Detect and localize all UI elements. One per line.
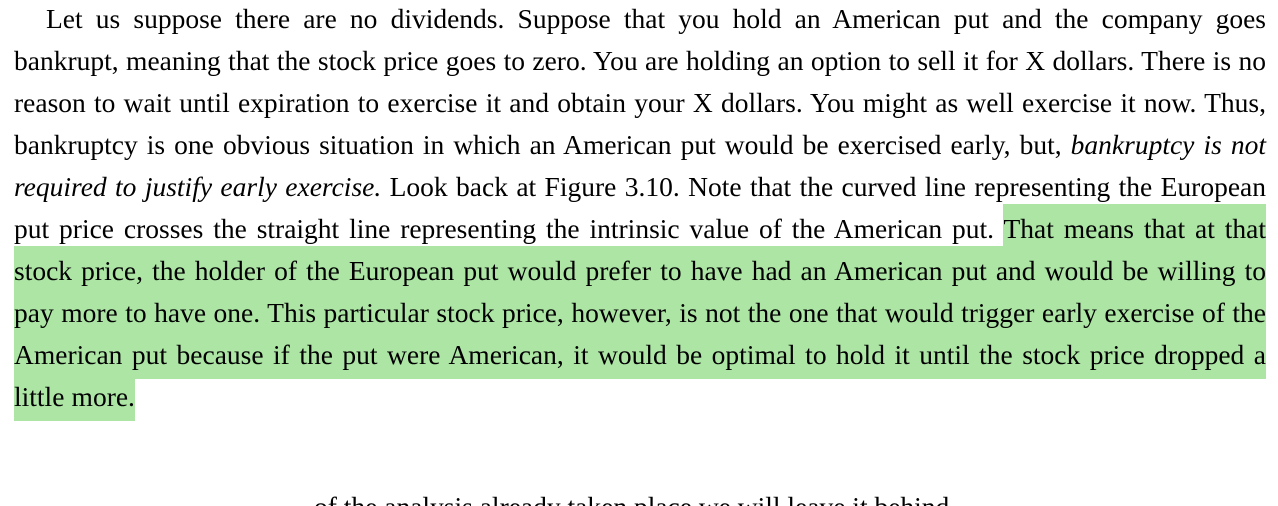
text-segment-plain-figure-reference: Look back at Figure 3.10. Note that the … [14, 171, 1266, 244]
clipped-next-line: of the analysis already taken place we w… [14, 492, 1266, 506]
paragraph-text: Let us suppose there are no dividends. S… [14, 0, 1266, 421]
body-paragraph: Let us suppose there are no dividends. S… [14, 0, 1266, 421]
text-segment-plain-intro: Let us suppose there are no dividends. S… [14, 3, 1266, 160]
clipped-next-line-text: of the analysis already taken place we w… [14, 492, 1266, 506]
text-segment-italic-emphasis: bankruptcy is not required to justify ea… [14, 129, 1266, 202]
